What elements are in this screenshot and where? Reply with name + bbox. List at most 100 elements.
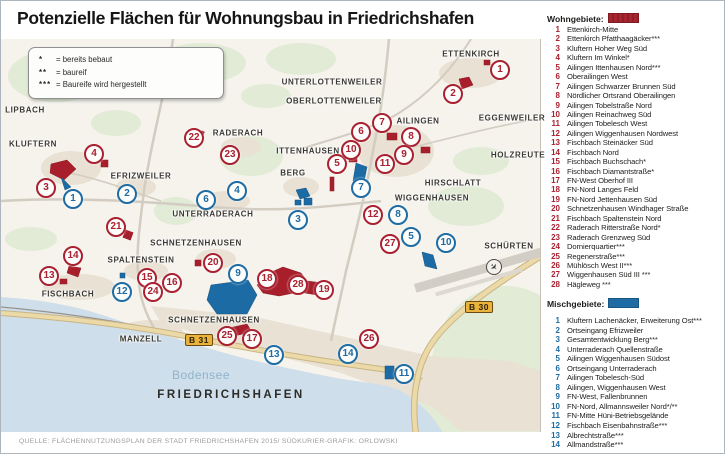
map-marker-wohngebiet-6[interactable]: 6 [351, 122, 371, 142]
map-marker-mischgebiet-14[interactable]: 14 [338, 344, 358, 364]
legend-row-mischgebiet: 2 Ortseingang Efrizweiler [547, 325, 724, 336]
map-marker-wohngebiet-14[interactable]: 14 [63, 246, 83, 266]
legend-row-wohngebiet: 19 FN-Nord Jettenhausen Süd [547, 194, 724, 204]
legend-item-number: 8 [555, 382, 560, 392]
asterisk-meaning: = bereits bebaut [56, 55, 113, 64]
legend-row-wohngebiet: 13 Fischbach Steinäcker Süd [547, 138, 724, 147]
wohngebiete-heading-text: Wohngebiete: [547, 14, 604, 24]
legend-row-wohngebiet: 10 Ailingen Reinachweg Süd [547, 110, 724, 119]
map-marker-wohngebiet-11[interactable]: 11 [375, 154, 395, 174]
map-marker-wohngebiet-23[interactable]: 23 [220, 145, 240, 165]
legend-item-number: 14 [551, 440, 560, 450]
page-title: Potenzielle Flächen für Wohnungsbau in F… [17, 8, 475, 28]
legend-item-name: Ailingen Tobelesch West [567, 119, 648, 129]
legend-row-mischgebiet: 14 Allmandstraße*** [547, 440, 724, 450]
map-marker-mischgebiet-6[interactable]: 6 [196, 190, 216, 210]
legend-item-name: Hägleweg *** [567, 279, 611, 289]
legend-row-wohngebiet: 23 Raderach Grenzweg Süd [547, 232, 724, 242]
map-marker-wohngebiet-24[interactable]: 24 [143, 282, 163, 302]
legend-item-number: 27 [551, 270, 560, 280]
map-marker-wohngebiet-22[interactable]: 22 [184, 128, 204, 148]
legend-item-name: Fischbach Diamantstraße* [567, 166, 655, 176]
mischgebiete-list: 1 Kluftern Lachenäcker, Erweiterung Ost**… [547, 316, 724, 450]
map-marker-mischgebiet-2[interactable]: 2 [117, 184, 137, 204]
legend-item-number: 6 [555, 363, 560, 373]
legend-item-name: Fischbach Spaltenstein Nord [567, 213, 662, 223]
legend-item-name: Ailingen Wiggenhausen Südost [567, 354, 670, 364]
map-marker-wohngebiet-20[interactable]: 20 [203, 253, 223, 273]
legend-item-name: Ettenkirch-Mitte [567, 25, 619, 34]
map-marker-wohngebiet-28[interactable]: 28 [288, 275, 308, 295]
legend-item-number: 7 [555, 373, 560, 383]
map-marker-wohngebiet-2[interactable]: 2 [443, 84, 463, 104]
map-marker-wohngebiet-13[interactable]: 13 [39, 266, 59, 286]
legend-row-mischgebiet: 4 Unterraderach Quellenstraße [547, 345, 724, 355]
legend-row-wohngebiet: 3 Kluftern Hoher Weg Süd [547, 44, 724, 53]
legend-item-name: Raderach Ritterstraße Nord* [567, 223, 661, 233]
map-marker-wohngebiet-18[interactable]: 18 [257, 269, 277, 289]
map-marker-wohngebiet-7[interactable]: 7 [372, 113, 392, 133]
asterisk-key-row: *** = Baureife wird hergestellt [39, 79, 215, 92]
map-marker-mischgebiet-4[interactable]: 4 [227, 181, 247, 201]
legend-item-name: Albrechtstraße*** [567, 430, 624, 440]
map-marker-wohngebiet-5[interactable]: 5 [327, 154, 347, 174]
legend-item-number: 14 [551, 147, 560, 157]
map-marker-wohngebiet-8[interactable]: 8 [401, 127, 421, 147]
legend-item-name: Schnetzenhausen Windhager Straße [567, 204, 689, 214]
legend-item-name: FN-Mitte Hüni-Betriebsgelände [567, 411, 669, 421]
legend-item-name: Fischbach Buchschach* [567, 157, 646, 167]
map-marker-wohngebiet-26[interactable]: 26 [359, 329, 379, 349]
legend-item-name: Mühlösch West II*** [567, 260, 633, 270]
legend-row-wohngebiet: 8 Nördlicher Ortsrand Oberailingen [547, 91, 724, 100]
legend-item-number: 16 [551, 166, 560, 176]
map-marker-mischgebiet-9[interactable]: 9 [228, 264, 248, 284]
legend-item-number: 7 [555, 81, 560, 91]
map-marker-mischgebiet-13[interactable]: 13 [264, 345, 284, 365]
map-marker-wohngebiet-4[interactable]: 4 [84, 144, 104, 164]
legend-item-name: Ailingen Schwarzer Brunnen Süd [567, 81, 676, 91]
map-marker-wohngebiet-25[interactable]: 25 [217, 326, 237, 346]
map-marker-mischgebiet-1[interactable]: 1 [63, 189, 83, 209]
mischgebiete-heading-text: Mischgebiete: [547, 299, 605, 309]
legend-row-wohngebiet: 28 Hägleweg *** [547, 279, 724, 289]
map-marker-wohngebiet-27[interactable]: 27 [380, 234, 400, 254]
legend-item-name: Fischbach Nord [567, 147, 619, 157]
legend-item-number: 22 [551, 223, 560, 233]
legend-row-wohngebiet: 4 Kluftern Im Winkel* [547, 53, 724, 63]
legend-item-name: Kluftern Im Winkel* [567, 53, 630, 63]
legend-row-mischgebiet: 12 Fischbach Eisenbahnstraße*** [547, 421, 724, 431]
legend-item-name: Raderach Grenzweg Süd [567, 232, 651, 242]
map-marker-wohngebiet-3[interactable]: 3 [36, 178, 56, 198]
map-marker-wohngebiet-19[interactable]: 19 [314, 280, 334, 300]
legend-item-number: 2 [555, 325, 560, 335]
legend-row-wohngebiet: 15 Fischbach Buchschach* [547, 157, 724, 167]
legend-item-number: 12 [551, 421, 560, 431]
map-marker-wohngebiet-9[interactable]: 9 [394, 145, 414, 165]
legend-item-name: FN-Nord Jettenhausen Süd [567, 194, 658, 204]
legend-row-mischgebiet: 5 Ailingen Wiggenhausen Südost [547, 354, 724, 364]
legend-row-mischgebiet: 1 Kluftern Lachenäcker, Erweiterung Ost**… [547, 316, 724, 326]
map-marker-wohngebiet-21[interactable]: 21 [106, 217, 126, 237]
legend-row-wohngebiet: 20 Schnetzenhausen Windhager Straße [547, 204, 724, 214]
map-marker-mischgebiet-7[interactable]: 7 [351, 178, 371, 198]
map-marker-mischgebiet-5[interactable]: 5 [401, 227, 421, 247]
map-marker-mischgebiet-3[interactable]: 3 [288, 210, 308, 230]
legend-row-wohngebiet: 26 Mühlösch West II*** [547, 260, 724, 270]
map-marker-mischgebiet-12[interactable]: 12 [112, 282, 132, 302]
map-marker-wohngebiet-16[interactable]: 16 [162, 273, 182, 293]
legend-row-wohngebiet: 5 Ailingen Ittenhausen Nord*** [547, 63, 724, 72]
legend-item-name: Wiggenhausen Süd III *** [567, 270, 651, 280]
map-marker-wohngebiet-10[interactable]: 10 [341, 140, 361, 160]
legend-row-wohngebiet: 1 Ettenkirch-Mitte [547, 25, 724, 34]
map-marker-mischgebiet-11[interactable]: 11 [394, 364, 414, 384]
map-marker-mischgebiet-8[interactable]: 8 [388, 205, 408, 225]
map-marker-wohngebiet-17[interactable]: 17 [242, 329, 262, 349]
wohngebiete-list: 1 Ettenkirch-Mitte 2 Ettenkirch Pfatthaagäc… [547, 25, 724, 289]
map-marker-wohngebiet-12[interactable]: 12 [363, 205, 383, 225]
legend-item-number: 28 [551, 279, 560, 289]
map-marker-wohngebiet-1[interactable]: 1 [490, 60, 510, 80]
map-marker-mischgebiet-10[interactable]: 10 [436, 233, 456, 253]
legend-item-number: 9 [555, 392, 560, 402]
legend-item-name: FN-West Oberhof III [567, 176, 633, 185]
map-right-divider [540, 39, 541, 432]
